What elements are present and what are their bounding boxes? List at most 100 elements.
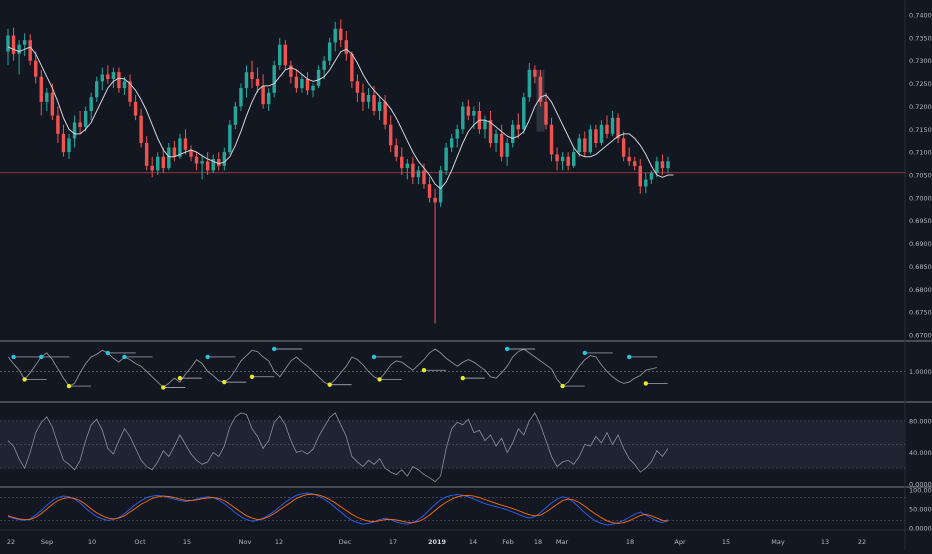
candle-body	[250, 72, 254, 79]
candle-body	[388, 124, 393, 146]
price-axis-tick-label: 0.67000	[909, 332, 932, 340]
pivot-low-marker	[161, 385, 166, 390]
oscillator-line	[7, 412, 669, 483]
candle-body	[644, 179, 648, 187]
candle-body	[560, 156, 565, 162]
candle-body	[316, 69, 321, 86]
pivot-high-marker	[504, 346, 510, 352]
candle-body	[56, 115, 60, 134]
candle-body	[494, 133, 498, 143]
stochastic-axis-tick-label: 0.0000	[909, 525, 932, 533]
time-axis-label: 17	[389, 538, 397, 546]
candle-body	[660, 161, 665, 169]
candle-body	[34, 60, 38, 77]
candle-body	[67, 138, 71, 153]
candle-body	[583, 138, 587, 153]
candle-body	[571, 152, 576, 166]
candle-body	[311, 85, 315, 91]
candle-body	[156, 156, 160, 171]
stochastic-line	[7, 493, 669, 524]
candle-body	[228, 124, 232, 153]
time-axis-label: Oct	[134, 538, 146, 546]
time-axis-label: Nov	[239, 538, 252, 546]
candle-body	[544, 101, 548, 125]
candle-body	[422, 170, 426, 185]
candle-body	[610, 117, 615, 134]
candle-body	[17, 44, 21, 54]
candle-body	[555, 154, 559, 162]
moving-average-line	[7, 46, 674, 190]
oscillator-axis-tick-label: 0.0000	[909, 481, 932, 489]
candle-body	[278, 44, 282, 66]
time-axis-label: 18	[534, 538, 542, 546]
candle-body	[449, 138, 454, 148]
pivot-low-marker	[177, 375, 183, 381]
candle-body	[339, 28, 343, 41]
time-axis-label: Sep	[41, 538, 53, 546]
candle-body	[189, 149, 193, 157]
candle-body	[533, 69, 537, 77]
candle-body	[627, 156, 631, 162]
candle-body	[11, 35, 16, 54]
candle-body	[466, 106, 471, 116]
candle-body	[516, 124, 520, 130]
candle-body	[244, 72, 249, 89]
time-axis-label: 18	[626, 538, 634, 546]
candle-body	[239, 88, 243, 107]
candle-body	[72, 122, 77, 139]
candle-body	[416, 170, 421, 178]
pivot-low-marker	[327, 382, 332, 387]
candle-body	[217, 159, 221, 166]
candle-body	[505, 143, 509, 157]
pivot-high-marker	[582, 350, 588, 356]
candle-body	[333, 28, 337, 43]
candle-body	[538, 76, 543, 102]
candle-body	[577, 138, 581, 153]
candle-body	[588, 129, 593, 153]
pivot-axis-tick-label: 1.0000	[909, 368, 932, 376]
pivot-high-marker	[122, 354, 127, 360]
candle-body	[599, 124, 604, 143]
candle-body	[144, 143, 149, 166]
candle-body	[161, 156, 166, 169]
pivot-low-marker	[460, 375, 465, 381]
time-axis-label: 2019	[428, 538, 447, 546]
stochastic-axis-tick-label: 50.0000	[909, 506, 932, 514]
time-axis-label: 13	[821, 538, 829, 546]
candle-body	[594, 129, 598, 143]
pivot-low-marker	[222, 379, 227, 385]
candle-body	[377, 101, 382, 111]
candles-group	[6, 19, 670, 324]
candle-body	[522, 97, 526, 130]
candle-body	[472, 111, 476, 116]
candle-body	[638, 165, 642, 187]
candle-body	[61, 133, 66, 153]
candle-body	[649, 172, 654, 180]
time-axis-label: Mar	[556, 538, 569, 546]
candle-body	[621, 138, 626, 157]
candle-body	[28, 40, 32, 61]
candle-body	[372, 95, 376, 111]
candle-body	[305, 79, 310, 91]
candle-body	[566, 156, 570, 166]
pivot-high-marker	[11, 354, 16, 360]
candle-body	[106, 74, 110, 79]
stochastic-axis-tick-label: 100.0000	[909, 487, 932, 495]
candle-body	[117, 72, 121, 89]
pivot-low-marker	[249, 374, 255, 379]
candle-body	[289, 65, 293, 77]
candle-body	[255, 79, 260, 86]
candle-body	[178, 138, 182, 157]
candle-body	[39, 76, 43, 102]
candle-body	[383, 101, 387, 125]
candle-body	[483, 120, 487, 130]
candle-body	[95, 81, 99, 98]
candle-body	[322, 60, 326, 70]
candle-body	[78, 122, 82, 127]
candle-body	[205, 161, 210, 171]
